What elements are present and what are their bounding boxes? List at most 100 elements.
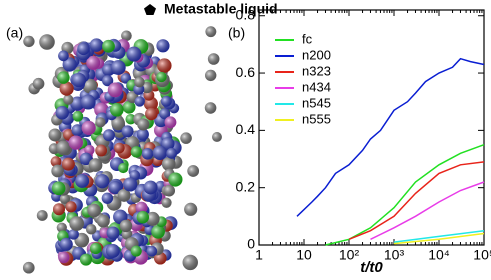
sphere-shade bbox=[59, 81, 74, 96]
sphere-shade bbox=[105, 243, 120, 258]
sphere-shade bbox=[102, 39, 115, 53]
sphere-shade bbox=[204, 102, 217, 114]
sphere-shade bbox=[160, 95, 172, 107]
x-tick-label: 1 bbox=[255, 247, 263, 263]
sphere-shade bbox=[125, 113, 136, 125]
sphere-shade bbox=[207, 53, 220, 65]
sphere-shade bbox=[103, 129, 115, 142]
legend-label: n545 bbox=[302, 95, 331, 110]
sphere-shade bbox=[61, 157, 75, 171]
sphere-shade bbox=[136, 211, 150, 224]
sphere-shade bbox=[145, 107, 158, 121]
sphere-shade bbox=[161, 197, 172, 208]
sphere-shade bbox=[151, 225, 165, 239]
sphere-shade bbox=[32, 77, 45, 90]
sphere-shade bbox=[136, 128, 149, 141]
sphere-shade bbox=[86, 55, 101, 70]
sphere-shade bbox=[111, 116, 125, 131]
sphere-shade bbox=[80, 94, 96, 110]
sphere-shade bbox=[126, 46, 142, 62]
sphere-shade bbox=[80, 253, 93, 266]
sphere-shade bbox=[70, 96, 85, 111]
sphere-shade bbox=[123, 177, 138, 192]
sphere-shade bbox=[65, 201, 77, 213]
sphere-shade bbox=[122, 100, 136, 114]
legend-label: n323 bbox=[302, 63, 331, 78]
y-tick-label: 0.2 bbox=[236, 178, 256, 194]
sphere-shade bbox=[23, 35, 35, 48]
sphere-shade bbox=[82, 78, 98, 94]
x-axis-label: t/t0 bbox=[360, 259, 383, 276]
sphere-shade bbox=[96, 214, 110, 228]
sphere-shade bbox=[184, 202, 198, 216]
sphere-shade bbox=[71, 72, 87, 88]
title-marker bbox=[144, 4, 156, 15]
sphere-shade bbox=[63, 94, 74, 105]
x-tick-label: 10⁴ bbox=[428, 247, 450, 263]
sphere-shade bbox=[58, 251, 70, 264]
sphere-shade bbox=[95, 174, 110, 189]
series-line bbox=[393, 232, 485, 245]
sphere-shade bbox=[57, 71, 70, 84]
sphere-shade bbox=[141, 82, 153, 94]
sphere-shade bbox=[141, 148, 154, 160]
sphere-shade bbox=[159, 108, 171, 120]
sphere-shade bbox=[137, 118, 150, 131]
sphere-shade bbox=[95, 144, 108, 157]
sphere-shade bbox=[51, 164, 64, 178]
sphere-shade bbox=[81, 120, 96, 135]
legend-label: n200 bbox=[302, 47, 331, 62]
sphere-shade bbox=[156, 39, 170, 53]
sphere-shade bbox=[95, 117, 106, 128]
sphere-shade bbox=[146, 245, 158, 257]
sphere-shade bbox=[161, 137, 175, 151]
sphere-shade bbox=[180, 132, 192, 144]
sphere-shade bbox=[107, 82, 123, 98]
sphere-shade bbox=[145, 211, 160, 226]
sphere-shade bbox=[187, 165, 200, 177]
sphere-shade bbox=[152, 145, 168, 160]
sphere-shade bbox=[117, 188, 131, 202]
sphere-shade bbox=[50, 156, 62, 168]
sphere-shade bbox=[205, 69, 217, 82]
series-line bbox=[370, 181, 485, 240]
sphere-shade bbox=[164, 116, 177, 129]
y-tick-label: 0.4 bbox=[236, 121, 256, 137]
sphere-shade bbox=[72, 111, 84, 122]
x-tick-label: 10³ bbox=[384, 247, 405, 263]
panel-label: (b) bbox=[228, 25, 245, 41]
sphere-shade bbox=[121, 125, 134, 138]
x-tick-label: 10⁵ bbox=[473, 247, 491, 263]
sphere-shade bbox=[52, 203, 65, 216]
sphere-shade bbox=[161, 157, 176, 171]
series-line bbox=[296, 57, 485, 217]
sphere-shade bbox=[77, 42, 90, 56]
sphere-shade bbox=[166, 147, 178, 159]
sphere-shade bbox=[134, 76, 145, 88]
sphere-shade bbox=[110, 102, 124, 117]
sphere-shade bbox=[68, 229, 79, 240]
sphere-shade bbox=[48, 128, 62, 142]
panel-label: (a) bbox=[6, 25, 23, 41]
sphere-shade bbox=[110, 60, 126, 75]
sphere-shade bbox=[58, 50, 69, 62]
sphere-shade bbox=[118, 163, 129, 174]
title: Metastable liquid bbox=[164, 1, 278, 17]
legend-label: n434 bbox=[302, 79, 331, 94]
sphere-shade bbox=[87, 203, 101, 218]
sphere-shade bbox=[89, 38, 104, 52]
sphere-shade bbox=[59, 237, 73, 251]
sphere-shade bbox=[56, 140, 71, 156]
sphere-shade bbox=[182, 254, 198, 271]
sphere-shade bbox=[114, 142, 125, 154]
sphere-shade bbox=[108, 181, 122, 195]
sphere-shade bbox=[90, 242, 102, 255]
sphere-shade bbox=[71, 124, 84, 137]
series-line bbox=[348, 161, 485, 240]
sphere-shade bbox=[135, 201, 148, 214]
sphere-shade bbox=[119, 219, 133, 233]
sphere-shade bbox=[22, 261, 35, 274]
sphere-shade bbox=[156, 71, 167, 83]
sphere-shade bbox=[69, 216, 85, 231]
sphere-shade bbox=[88, 158, 103, 172]
